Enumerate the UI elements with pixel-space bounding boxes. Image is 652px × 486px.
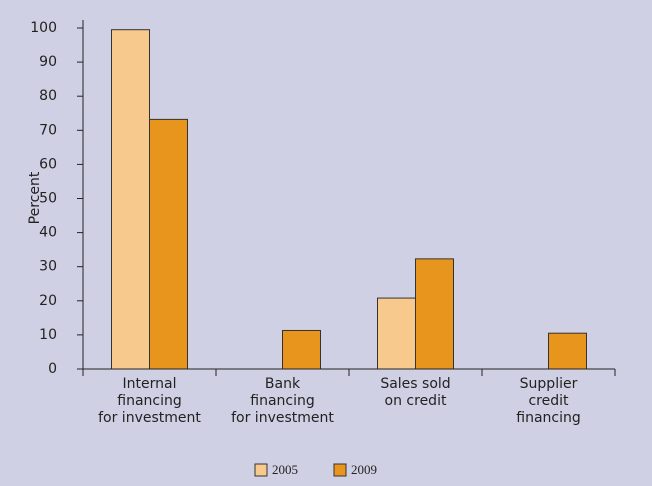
x-tick-label: for investment [231,410,334,426]
y-tick-label: 70 [39,122,57,138]
x-tick-label: financing [516,410,581,426]
x-tick-label: Bank [265,376,301,392]
bar [282,329,321,370]
x-tick-label: credit [528,393,569,409]
x-tick-label: Sales sold [380,376,450,392]
y-tick-label: 40 [39,225,57,241]
y-tick-label: 20 [39,293,57,309]
y-tick-label: 50 [39,191,57,207]
legend-swatch [333,463,347,477]
x-tick-label: on credit [385,393,447,409]
legend-label: 2009 [351,462,377,477]
y-tick-label: 0 [48,361,57,377]
y-tick-label: 100 [30,20,57,36]
x-tick-label: financing [250,393,315,409]
bar [377,297,416,370]
x-tick-label: for investment [98,410,201,426]
legend-swatch [254,463,268,477]
bar [111,29,150,370]
y-axis-label: Percent [27,171,43,224]
y-tick-label: 60 [39,156,57,172]
x-tick-label: financing [117,393,182,409]
y-tick-label: 80 [39,88,57,104]
y-tick-label: 30 [39,259,57,275]
legend-label: 2005 [272,462,298,477]
bar [415,258,454,370]
y-tick-label: 90 [39,54,57,70]
bar [548,332,587,370]
bar [149,118,188,370]
x-tick-label: Supplier [520,376,578,392]
x-tick-label: Internal [123,376,177,392]
y-tick-label: 10 [39,327,57,343]
